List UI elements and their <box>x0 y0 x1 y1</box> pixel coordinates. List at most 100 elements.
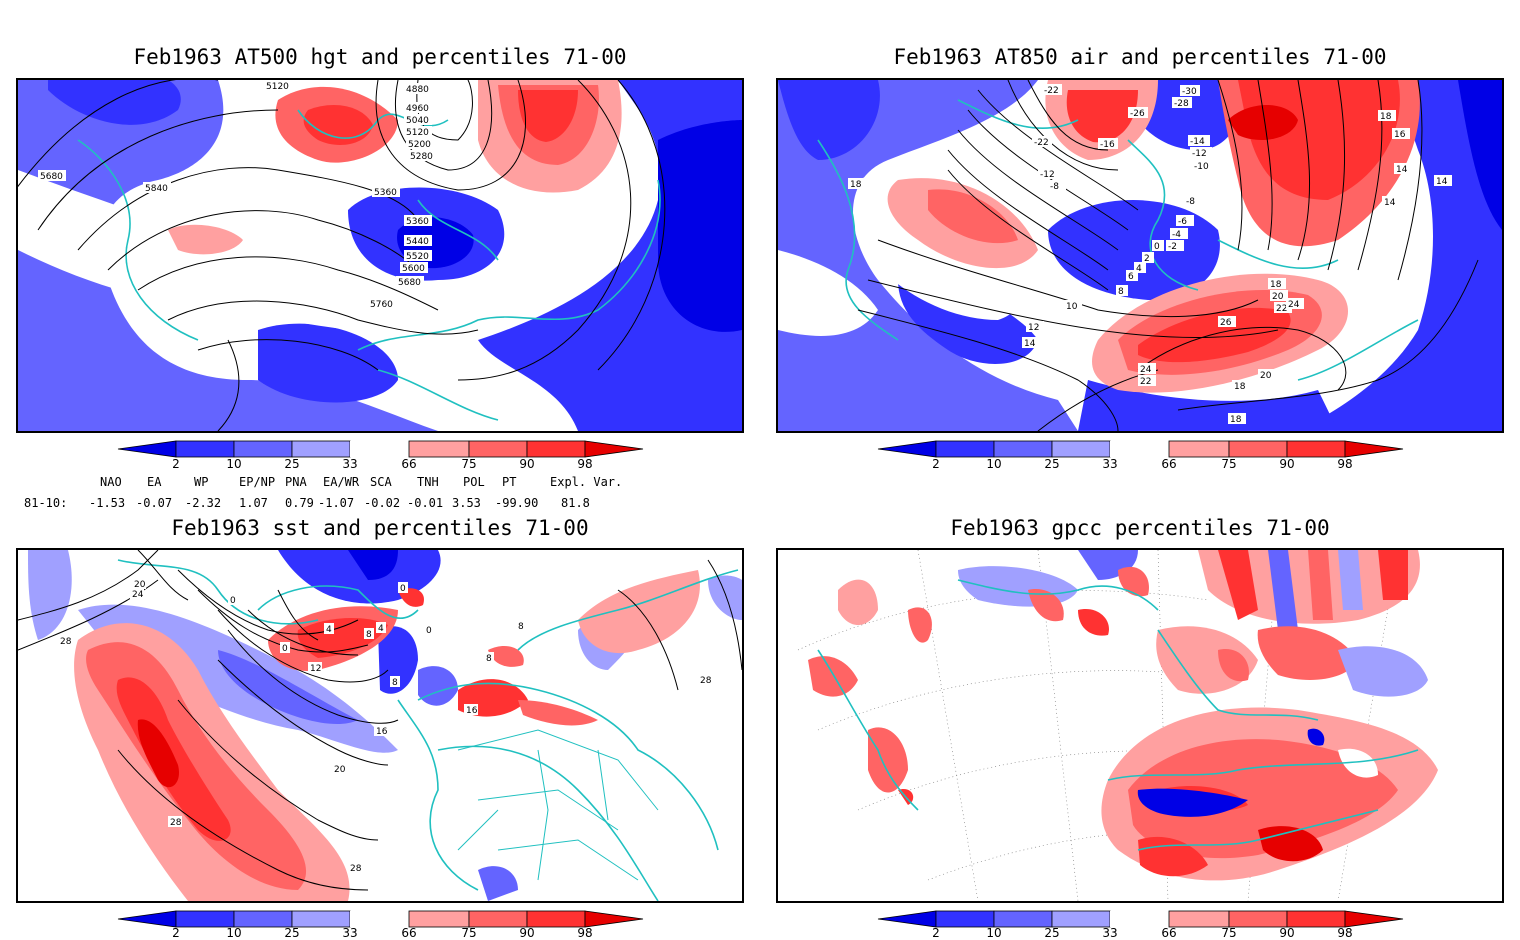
colorbar-swatches <box>117 910 644 928</box>
colorbar-tick-label: 75 <box>1221 457 1237 471</box>
colorbar-swatch <box>1110 911 1169 927</box>
contour-label: 22 <box>1276 304 1287 314</box>
colorbar-tick-label: 2 <box>932 457 940 471</box>
colorbar-swatch <box>408 440 470 458</box>
colorbar-swatch <box>1051 910 1111 928</box>
colorbar-swatch <box>1168 910 1230 928</box>
index-header: EP/NP <box>239 475 276 489</box>
colorbar-tick-label: 75 <box>461 926 477 940</box>
colorbar-swatch <box>935 910 995 928</box>
contour-label: -14 <box>1190 137 1205 147</box>
colorbar-swatch <box>468 910 528 928</box>
contour-label: 14 <box>1436 177 1448 187</box>
contour-label: 2 <box>1144 254 1150 264</box>
colorbar-top-right <box>877 440 1404 458</box>
index-value: -0.01 <box>407 496 444 510</box>
index-value: 81.8 <box>561 496 590 510</box>
colorbar-swatch <box>350 911 409 927</box>
colorbar-arrow-high <box>1344 910 1404 928</box>
contour-label: 4960 <box>406 104 429 114</box>
contour-label: 8 <box>392 678 398 688</box>
contour-label: 8 <box>1118 287 1124 297</box>
contour-label: -22 <box>1034 138 1049 148</box>
colorbar-arrow-low <box>117 910 177 928</box>
contour-label: 8 <box>486 654 492 664</box>
colorbar-top-left <box>117 440 644 458</box>
contour-label: -12 <box>1192 149 1207 159</box>
colorbar-tick-label: 90 <box>519 926 535 940</box>
contour-label: 0 <box>426 626 432 636</box>
contour-label: 12 <box>1028 323 1039 333</box>
contour-label: 20 <box>1260 371 1272 381</box>
contour-label: 18 <box>1230 415 1242 425</box>
colorbar-swatch <box>1168 440 1230 458</box>
contour-label: 24 <box>1288 300 1300 310</box>
colorbar-swatch <box>1286 440 1346 458</box>
index-value: -1.07 <box>318 496 355 510</box>
colorbar-arrow-high <box>584 910 644 928</box>
index-value: -1.53 <box>89 496 126 510</box>
contour-label: -8 <box>1050 182 1059 192</box>
colorbar-ticks-bottom-left: 2 10 25 33 66 75 90 98 <box>116 926 646 940</box>
contour-label: 4 <box>378 624 384 634</box>
colorbar-swatch <box>1228 910 1288 928</box>
colorbar-swatch <box>175 440 235 458</box>
contour-label: -10 <box>1194 162 1209 172</box>
index-value: -99.90 <box>495 496 539 510</box>
colorbar-swatches <box>117 440 644 458</box>
colorbar-tick-label: 25 <box>1044 926 1060 940</box>
colorbar-tick-label: 10 <box>986 926 1002 940</box>
colorbar-tick-label: 75 <box>1221 926 1237 940</box>
map-air850: -22 -28 -30 -26 -22 -16 -14 -12 -10 -12 … <box>776 78 1504 433</box>
contour-label: 18 <box>1380 112 1392 122</box>
colorbar-tick-label: 25 <box>284 457 300 471</box>
contour-label: -8 <box>1186 197 1195 207</box>
contour-label: 5040 <box>406 116 429 126</box>
colorbar-ticks-top-left: 2 10 25 33 66 75 90 98 <box>116 457 646 471</box>
panel-title-sst: Feb1963 sst and percentiles 71-00 <box>171 516 589 540</box>
map-hgt500: 4880 4960 5040 5120 5200 5280 5360 5360 … <box>16 78 744 433</box>
contour-label: 0 <box>282 644 288 654</box>
contour-label: 5840 <box>145 184 168 194</box>
contour-label: 18 <box>1234 382 1246 392</box>
contour-label: 5680 <box>398 278 421 288</box>
colorbar-swatch <box>935 440 995 458</box>
contour-label: 14 <box>1384 198 1396 208</box>
colorbar-swatch <box>291 440 351 458</box>
contour-label: 14 <box>1024 339 1036 349</box>
colorbar-arrow-high <box>1344 440 1404 458</box>
colorbar-tick-label: 10 <box>226 457 242 471</box>
map-sst: 20 24 28 0 0 4 8 4 0 0 8 12 16 16 20 28 … <box>16 548 744 903</box>
contour-label: -4 <box>1172 230 1181 240</box>
panel-title-hgt500: Feb1963 AT500 hgt and percentiles 71-00 <box>133 45 627 69</box>
colorbar-tick-label: 2 <box>172 926 180 940</box>
contour-label: 26 <box>1220 318 1232 328</box>
colorbar-swatches <box>877 910 1404 928</box>
contour-label: 5440 <box>406 237 429 247</box>
colorbar-swatch <box>1286 910 1346 928</box>
colorbar-tick-label: 33 <box>342 457 358 471</box>
contour-label: 24 <box>1140 365 1152 375</box>
colorbar-arrow-low <box>117 440 177 458</box>
index-header: PT <box>502 475 517 489</box>
contour-label: 5120 <box>406 128 429 138</box>
contour-label: 20 <box>334 765 346 775</box>
colorbar-swatch <box>993 440 1053 458</box>
contour-label: -26 <box>1130 109 1145 119</box>
index-value: -0.02 <box>364 496 401 510</box>
colorbar-bottom-left <box>117 910 644 928</box>
colorbar-swatch <box>468 440 528 458</box>
index-header: POL <box>463 475 485 489</box>
colorbar-tick-label: 98 <box>1337 926 1353 940</box>
contour-label: -6 <box>1178 217 1187 227</box>
colorbar-tick-label: 2 <box>932 926 940 940</box>
colorbar-tick-label: 10 <box>226 926 242 940</box>
colorbar-tick-label: 75 <box>461 457 477 471</box>
colorbar-tick-label: 98 <box>577 457 593 471</box>
colorbar-tick-label: 98 <box>1337 457 1353 471</box>
colorbar-swatch <box>408 910 470 928</box>
colorbar-swatch <box>1228 440 1288 458</box>
contour-label: 4880 <box>406 85 429 95</box>
contour-label: 16 <box>1394 130 1406 140</box>
colorbar-swatches <box>877 440 1404 458</box>
